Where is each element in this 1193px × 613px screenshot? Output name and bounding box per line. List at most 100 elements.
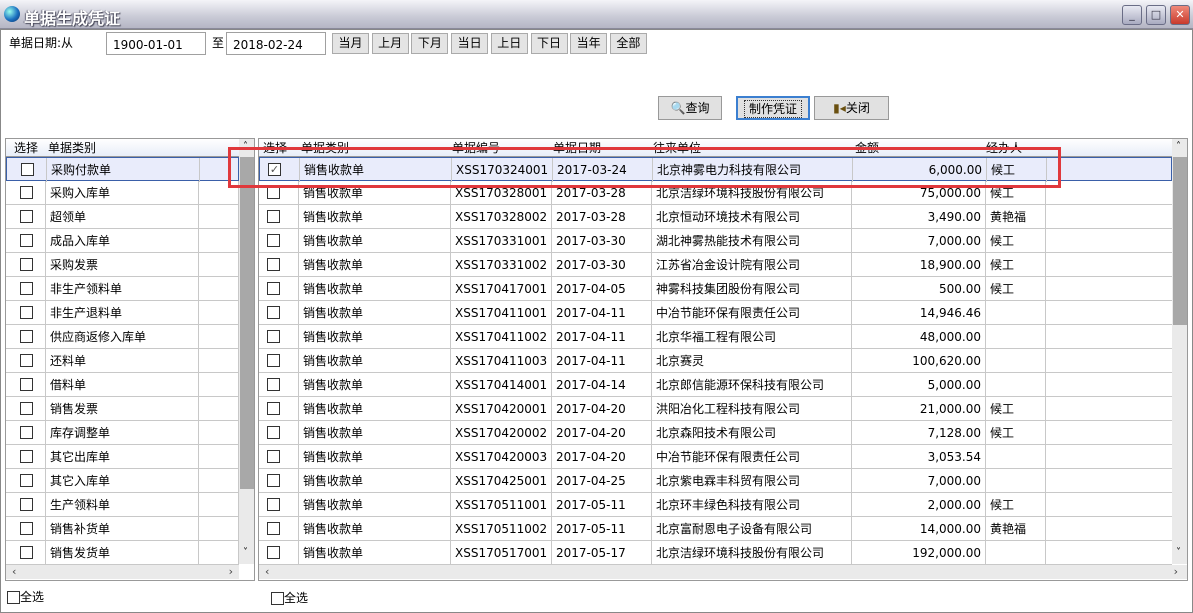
- row-checkbox[interactable]: [20, 282, 33, 295]
- row-checkbox[interactable]: [267, 354, 280, 367]
- period-button[interactable]: 当日: [451, 33, 489, 54]
- row-checkbox[interactable]: [20, 234, 33, 247]
- list-item[interactable]: 库存调整单: [6, 421, 239, 445]
- scroll-thumb[interactable]: [1173, 157, 1187, 325]
- list-item[interactable]: 采购发票: [6, 253, 239, 277]
- list-item[interactable]: 非生产领料单: [6, 277, 239, 301]
- vertical-scrollbar[interactable]: ˄ ˅: [1172, 139, 1187, 564]
- row-checkbox[interactable]: [20, 426, 33, 439]
- row-checkbox[interactable]: [267, 306, 280, 319]
- table-row[interactable]: 销售收款单 XSS170420001 2017-04-20 洪阳冶化工程科技有限公司 2…: [259, 397, 1172, 421]
- vertical-scrollbar[interactable]: ˄ ˅: [239, 139, 254, 564]
- make-voucher-button[interactable]: 制作凭证: [736, 96, 810, 120]
- period-button[interactable]: 全部: [609, 33, 647, 54]
- row-checkbox[interactable]: [20, 210, 33, 223]
- table-row[interactable]: 销售收款单 XSS170425001 2017-04-25 北京紫电霖丰科贸有限公司 7…: [259, 469, 1172, 493]
- row-checkbox[interactable]: [267, 234, 280, 247]
- horizontal-scrollbar[interactable]: ‹ ›: [259, 565, 1187, 579]
- row-checkbox[interactable]: [267, 402, 280, 415]
- scroll-left-icon[interactable]: ‹: [265, 565, 270, 578]
- table-row[interactable]: 销售收款单 XSS170328001 2017-03-28 北京洁绿环境科技股份有限公…: [259, 181, 1172, 205]
- scroll-down-icon[interactable]: ˅: [1176, 547, 1181, 558]
- list-item[interactable]: 其它入库单: [6, 469, 239, 493]
- table-row[interactable]: 销售收款单 XSS170411003 2017-04-11 北京赛灵 100,620.0…: [259, 349, 1172, 373]
- scroll-right-icon[interactable]: ›: [228, 565, 233, 578]
- row-checkbox[interactable]: ✓: [268, 163, 281, 176]
- row-checkbox[interactable]: [20, 258, 33, 271]
- list-item[interactable]: 采购入库单: [6, 181, 239, 205]
- row-checkbox[interactable]: [20, 474, 33, 487]
- scroll-left-icon[interactable]: ‹: [12, 565, 17, 578]
- row-checkbox[interactable]: [20, 354, 33, 367]
- period-button[interactable]: 当年: [570, 33, 608, 54]
- row-checkbox[interactable]: [267, 330, 280, 343]
- select-all-checkbox[interactable]: [7, 591, 20, 604]
- row-checkbox[interactable]: [20, 522, 33, 535]
- table-row[interactable]: 销售收款单 XSS170517001 2017-05-17 北京洁绿环境科技股份有限公…: [259, 541, 1172, 565]
- list-item[interactable]: 超领单: [6, 205, 239, 229]
- date-to-input[interactable]: 2018-02-24: [226, 32, 326, 55]
- left-select-all[interactable]: 全选: [7, 588, 44, 605]
- table-row[interactable]: ✓ 销售收款单 XSS170324001 2017-03-24 北京神雾电力科技有限公司…: [259, 157, 1172, 182]
- scroll-up-icon[interactable]: ˄: [243, 141, 248, 152]
- horizontal-scrollbar[interactable]: ‹ ›: [6, 565, 239, 579]
- row-checkbox[interactable]: [267, 282, 280, 295]
- table-row[interactable]: 销售收款单 XSS170420003 2017-04-20 中冶节能环保有限责任公司 3…: [259, 445, 1172, 469]
- scroll-right-icon[interactable]: ›: [1173, 565, 1178, 578]
- row-checkbox[interactable]: [20, 546, 33, 559]
- row-checkbox[interactable]: [20, 498, 33, 511]
- list-item[interactable]: 借料单: [6, 373, 239, 397]
- list-item[interactable]: 非生产退料单: [6, 301, 239, 325]
- row-checkbox[interactable]: [267, 498, 280, 511]
- list-item[interactable]: 采购付款单: [6, 157, 240, 182]
- close-window-button[interactable]: ✕: [1170, 5, 1190, 25]
- query-button[interactable]: 🔍查询: [658, 96, 722, 120]
- row-checkbox[interactable]: [267, 474, 280, 487]
- list-item[interactable]: 其它出库单: [6, 445, 239, 469]
- list-item[interactable]: 销售补货单: [6, 517, 239, 541]
- period-button[interactable]: 上日: [490, 33, 528, 54]
- scroll-down-icon[interactable]: ˅: [243, 547, 248, 558]
- row-checkbox[interactable]: [20, 450, 33, 463]
- row-checkbox[interactable]: [20, 306, 33, 319]
- row-checkbox[interactable]: [267, 378, 280, 391]
- row-checkbox[interactable]: [20, 402, 33, 415]
- row-checkbox[interactable]: [267, 186, 280, 199]
- row-checkbox[interactable]: [267, 522, 280, 535]
- row-checkbox[interactable]: [21, 163, 34, 176]
- table-row[interactable]: 销售收款单 XSS170511001 2017-05-11 北京环丰绿色科技有限公司 2…: [259, 493, 1172, 517]
- row-checkbox[interactable]: [20, 186, 33, 199]
- table-row[interactable]: 销售收款单 XSS170417001 2017-04-05 神雾科技集团股份有限公司 5…: [259, 277, 1172, 301]
- table-row[interactable]: 销售收款单 XSS170414001 2017-04-14 北京郎信能源环保科技有限公…: [259, 373, 1172, 397]
- list-item[interactable]: 供应商返修入库单: [6, 325, 239, 349]
- close-button[interactable]: ▮◂关闭: [814, 96, 889, 120]
- date-from-input[interactable]: 1900-01-01: [106, 32, 206, 55]
- scroll-thumb[interactable]: [240, 157, 254, 489]
- row-checkbox[interactable]: [267, 450, 280, 463]
- row-checkbox[interactable]: [267, 426, 280, 439]
- scroll-up-icon[interactable]: ˄: [1176, 141, 1181, 152]
- row-checkbox[interactable]: [267, 546, 280, 559]
- table-row[interactable]: 销售收款单 XSS170420002 2017-04-20 北京森阳技术有限公司 7,1…: [259, 421, 1172, 445]
- table-row[interactable]: 销售收款单 XSS170328002 2017-03-28 北京恒动环境技术有限公司 3…: [259, 205, 1172, 229]
- row-checkbox[interactable]: [20, 378, 33, 391]
- table-row[interactable]: 销售收款单 XSS170411002 2017-04-11 北京华福工程有限公司 48,…: [259, 325, 1172, 349]
- table-row[interactable]: 销售收款单 XSS170511002 2017-05-11 北京富耐恩电子设备有限公司…: [259, 517, 1172, 541]
- minimize-button[interactable]: _: [1122, 5, 1142, 25]
- period-button[interactable]: 下日: [530, 33, 568, 54]
- row-checkbox[interactable]: [267, 258, 280, 271]
- row-checkbox[interactable]: [20, 330, 33, 343]
- select-all-checkbox[interactable]: [271, 592, 284, 605]
- right-select-all[interactable]: 全选: [271, 589, 308, 606]
- table-row[interactable]: 销售收款单 XSS170331002 2017-03-30 江苏省冶金设计院有限公司 1…: [259, 253, 1172, 277]
- period-button[interactable]: 下月: [411, 33, 449, 54]
- row-checkbox[interactable]: [267, 210, 280, 223]
- list-item[interactable]: 销售发货单: [6, 541, 239, 565]
- table-row[interactable]: 销售收款单 XSS170331001 2017-03-30 湖北神雾热能技术有限公司 7…: [259, 229, 1172, 253]
- table-row[interactable]: 销售收款单 XSS170411001 2017-04-11 中冶节能环保有限责任公司 1…: [259, 301, 1172, 325]
- period-button[interactable]: 上月: [371, 33, 409, 54]
- list-item[interactable]: 还料单: [6, 349, 239, 373]
- period-button[interactable]: 当月: [332, 33, 369, 54]
- list-item[interactable]: 成品入库单: [6, 229, 239, 253]
- maximize-button[interactable]: □: [1146, 5, 1166, 25]
